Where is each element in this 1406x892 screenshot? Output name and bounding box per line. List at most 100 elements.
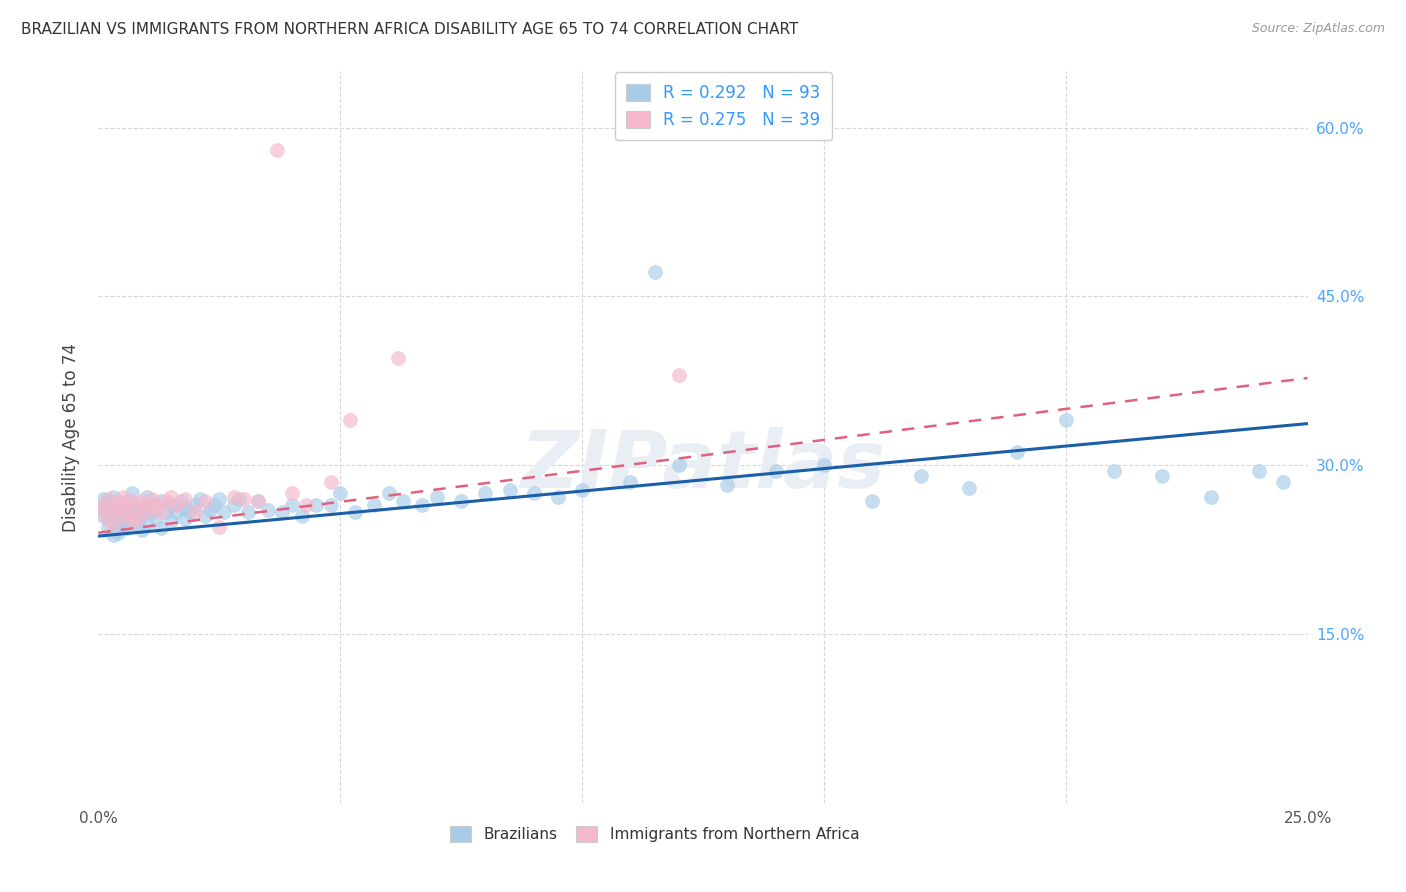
- Point: [392, 494, 415, 508]
- Text: Source: ZipAtlas.com: Source: ZipAtlas.com: [1251, 22, 1385, 36]
- Point: [450, 494, 472, 508]
- Point: [339, 413, 361, 427]
- Point: [160, 515, 183, 529]
- Point: [198, 503, 221, 517]
- Point: [619, 475, 641, 489]
- Point: [107, 503, 129, 517]
- Point: [281, 498, 304, 512]
- Point: [155, 506, 177, 520]
- Point: [91, 500, 114, 515]
- Point: [343, 506, 366, 520]
- Point: [117, 494, 139, 508]
- Point: [266, 143, 288, 157]
- Point: [377, 486, 399, 500]
- Point: [184, 506, 207, 520]
- Point: [135, 498, 157, 512]
- Point: [101, 490, 124, 504]
- Point: [290, 508, 312, 523]
- Point: [150, 521, 173, 535]
- Point: [644, 265, 666, 279]
- Point: [97, 494, 120, 508]
- Point: [91, 491, 114, 506]
- Point: [141, 498, 163, 512]
- Point: [91, 508, 114, 523]
- Point: [174, 512, 197, 526]
- Point: [135, 516, 157, 531]
- Point: [179, 506, 201, 520]
- Point: [101, 516, 124, 531]
- Point: [111, 508, 134, 523]
- Point: [107, 494, 129, 508]
- Text: ZIPatlas: ZIPatlas: [520, 427, 886, 506]
- Point: [131, 494, 153, 508]
- Point: [474, 486, 496, 500]
- Point: [232, 491, 254, 506]
- Point: [169, 494, 191, 508]
- Point: [188, 491, 211, 506]
- Point: [256, 503, 278, 517]
- Point: [135, 506, 157, 520]
- Point: [135, 490, 157, 504]
- Point: [127, 506, 149, 520]
- Point: [295, 498, 318, 512]
- Point: [107, 498, 129, 512]
- Point: [141, 506, 163, 520]
- Point: [194, 508, 217, 523]
- Point: [111, 508, 134, 523]
- Point: [121, 486, 143, 500]
- Point: [547, 490, 569, 504]
- Point: [668, 458, 690, 473]
- Y-axis label: Disability Age 65 to 74: Disability Age 65 to 74: [62, 343, 80, 532]
- Point: [135, 503, 157, 517]
- Legend: Brazilians, Immigrants from Northern Africa: Brazilians, Immigrants from Northern Afr…: [443, 819, 868, 850]
- Point: [131, 524, 153, 538]
- Point: [111, 520, 134, 534]
- Point: [150, 494, 173, 508]
- Point: [121, 500, 143, 515]
- Point: [281, 486, 304, 500]
- Point: [765, 464, 787, 478]
- Point: [498, 483, 520, 497]
- Point: [101, 528, 124, 542]
- Point: [127, 516, 149, 531]
- Point: [1272, 475, 1295, 489]
- Point: [860, 494, 883, 508]
- Point: [957, 481, 980, 495]
- Point: [204, 498, 226, 512]
- Point: [426, 490, 449, 504]
- Point: [107, 503, 129, 517]
- Point: [150, 506, 173, 520]
- Point: [91, 506, 114, 520]
- Point: [1152, 469, 1174, 483]
- Point: [97, 506, 120, 520]
- Point: [212, 506, 235, 520]
- Point: [238, 506, 260, 520]
- Point: [155, 494, 177, 508]
- Point: [319, 498, 342, 512]
- Point: [97, 512, 120, 526]
- Point: [1054, 413, 1077, 427]
- Text: BRAZILIAN VS IMMIGRANTS FROM NORTHERN AFRICA DISABILITY AGE 65 TO 74 CORRELATION: BRAZILIAN VS IMMIGRANTS FROM NORTHERN AF…: [21, 22, 799, 37]
- Point: [117, 506, 139, 520]
- Point: [523, 486, 546, 500]
- Point: [111, 498, 134, 512]
- Point: [117, 521, 139, 535]
- Point: [101, 516, 124, 531]
- Point: [228, 491, 250, 506]
- Point: [1199, 490, 1222, 504]
- Point: [121, 512, 143, 526]
- Point: [107, 515, 129, 529]
- Point: [411, 498, 433, 512]
- Point: [101, 503, 124, 517]
- Point: [91, 498, 114, 512]
- Point: [174, 491, 197, 506]
- Point: [363, 498, 385, 512]
- Point: [184, 498, 207, 512]
- Point: [117, 498, 139, 512]
- Point: [165, 498, 187, 512]
- Point: [910, 469, 932, 483]
- Point: [305, 498, 328, 512]
- Point: [101, 500, 124, 515]
- Point: [194, 494, 217, 508]
- Point: [329, 486, 352, 500]
